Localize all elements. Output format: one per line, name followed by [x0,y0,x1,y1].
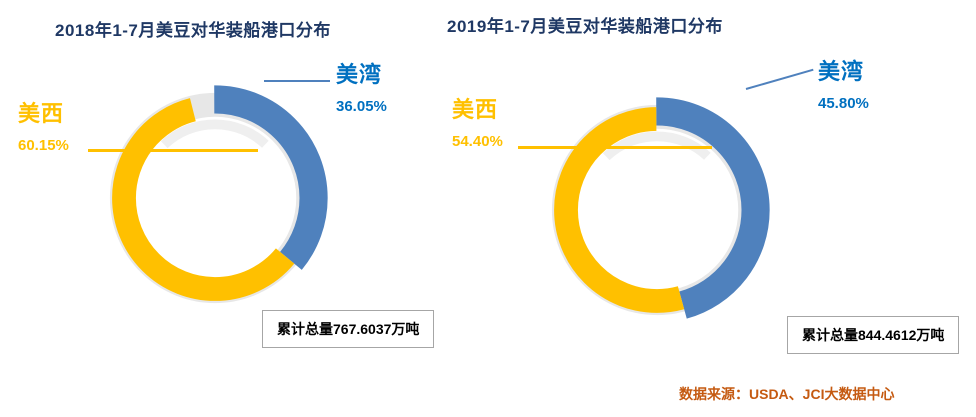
west-percent-2018: 60.15% [18,137,69,154]
data-source-note: 数据来源：USDA、JCI大数据中心 [679,386,895,402]
gulf-label-2018: 美湾 [336,62,383,87]
gulf-percent-2018: 36.05% [336,98,387,115]
west-leader-line-2019 [518,146,712,149]
west-leader-line-2018 [88,149,258,152]
total-annotation-2018: 累计总量767.6037万吨 [262,310,435,348]
gulf-callout-2019: 美湾 45.80% [818,54,869,112]
total-annotation-2019: 累计总量844.4612万吨 [787,316,960,354]
gulf-callout-2018: 美湾 36.05% [336,57,387,115]
west-label-2018: 美西 [18,101,65,126]
donut-chart-2018 [102,85,328,311]
donut-chart-2019 [544,97,770,323]
west-callout-2019: 美西 54.40% [452,92,503,150]
gulf-leader-line-2018 [264,80,330,82]
gulf-label-2019: 美湾 [818,59,865,84]
chart-title-2018: 2018年1-7月美豆对华装船港口分布 [55,21,331,40]
west-percent-2019: 54.40% [452,133,503,150]
west-callout-2018: 美西 60.15% [18,96,69,154]
west-label-2019: 美西 [452,97,499,122]
chart-title-2019: 2019年1-7月美豆对华装船港口分布 [447,17,723,36]
gulf-percent-2019: 45.80% [818,95,869,112]
